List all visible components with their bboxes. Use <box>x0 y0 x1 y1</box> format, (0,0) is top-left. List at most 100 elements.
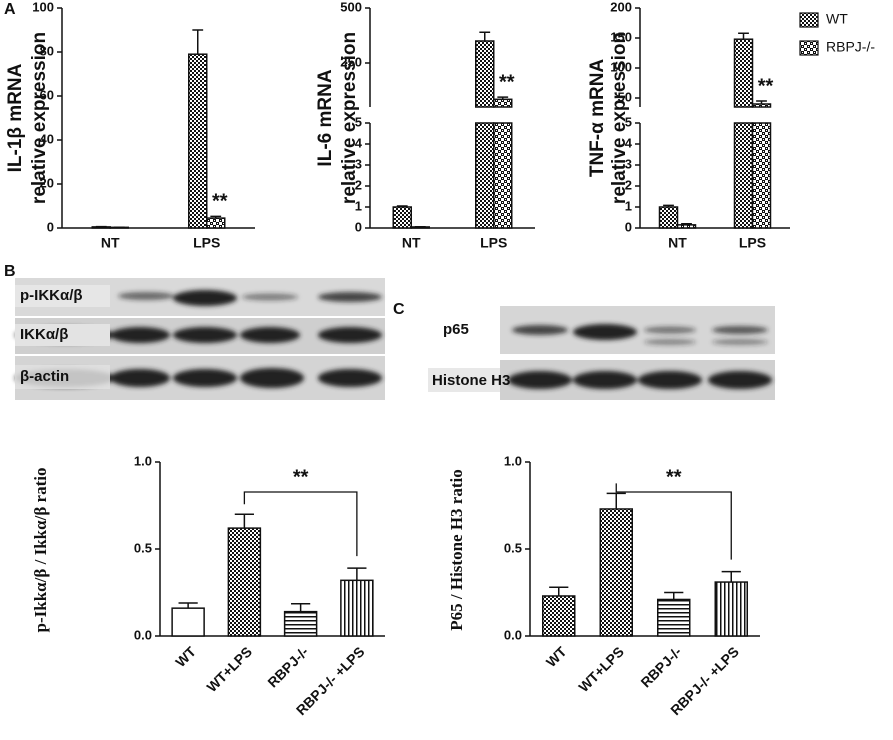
y-tick-label: 3 <box>355 156 362 171</box>
bar <box>188 53 208 229</box>
x-tick-label: LPS <box>739 235 766 251</box>
y-tick-label: 5 <box>625 114 632 129</box>
y-tick-label: 80 <box>40 43 54 58</box>
y-axis-label: IL-6 mRNA <box>315 69 336 166</box>
x-tick-label: NT <box>101 235 120 251</box>
error-bar <box>396 205 408 207</box>
bar <box>392 206 412 229</box>
y-tick-label: 250 <box>340 54 362 69</box>
significance-bracket <box>615 483 732 560</box>
error-bar <box>721 570 741 583</box>
blot-label: Histone H3 <box>432 372 510 389</box>
significance-bracket <box>243 491 358 557</box>
panel-label: A <box>4 1 16 18</box>
panel-label: C <box>393 301 405 318</box>
blot-label: p-IKKα/β <box>20 287 83 304</box>
blot-c <box>500 306 775 400</box>
bar <box>171 607 205 637</box>
x-tick-label: LPS <box>193 235 220 251</box>
bar <box>751 122 772 229</box>
y-tick-label: 0.0 <box>504 627 522 642</box>
y-axis-label: IL-1β mRNA <box>5 63 26 172</box>
legend-label: WT <box>826 11 848 27</box>
y-axis-label: relative expression <box>29 32 50 204</box>
bar <box>475 40 495 108</box>
panel-label: B <box>4 263 16 280</box>
blot-label: IKKα/β <box>20 326 68 343</box>
error-bar <box>606 492 626 509</box>
error-bar <box>479 31 491 41</box>
bar <box>206 217 226 229</box>
bar <box>493 98 513 108</box>
error-bar <box>497 96 509 100</box>
y-tick-label: 60 <box>40 87 54 102</box>
x-tick-label: RBPJ-/- <box>637 643 684 690</box>
error-bar <box>178 602 198 609</box>
y-tick-label: 4 <box>355 135 363 150</box>
y-tick-label: 1.0 <box>504 453 522 468</box>
y-axis-label: relative expression <box>609 32 630 204</box>
bar <box>733 122 754 229</box>
x-tick-label: WT+LPS <box>203 643 255 695</box>
y-tick-label: 2 <box>355 177 362 192</box>
y-tick-label: 3 <box>625 156 632 171</box>
x-tick-label: NT <box>402 235 421 251</box>
y-tick-label: 100 <box>32 0 54 14</box>
y-tick-label: 1 <box>355 198 362 213</box>
bar <box>340 579 374 637</box>
y-tick-label: 500 <box>340 0 362 14</box>
x-tick-label: WT <box>172 643 199 670</box>
bar <box>227 527 262 637</box>
y-tick-label: 1 <box>625 198 632 213</box>
error-bar <box>549 586 569 596</box>
bar <box>599 508 633 637</box>
y-tick-label: 50 <box>618 89 632 104</box>
legend-swatch <box>799 40 819 56</box>
y-tick-label: 40 <box>40 131 54 146</box>
error-bar <box>192 29 204 55</box>
bar <box>733 38 754 108</box>
significance: ** <box>293 466 309 488</box>
bar <box>493 122 513 229</box>
bar <box>475 122 495 229</box>
error-bar <box>738 32 749 40</box>
y-tick-label: 1.0 <box>134 453 152 468</box>
y-axis-label: TNF-α mRNA <box>587 59 608 178</box>
error-bar <box>210 215 222 219</box>
bar <box>676 224 697 229</box>
significance: ** <box>666 466 682 488</box>
blot-b <box>15 278 385 400</box>
y-tick-label: 0 <box>47 219 54 234</box>
error-bar <box>291 603 311 612</box>
y-tick-label: 0 <box>625 219 632 234</box>
y-tick-label: 5 <box>355 114 362 129</box>
bar <box>714 581 748 637</box>
x-tick-label: WT <box>543 643 570 670</box>
y-axis-label: p-Ikkα/β / Ikkα/β ratio <box>31 468 50 633</box>
y-tick-label: 0 <box>355 219 362 234</box>
y-tick-label: 20 <box>40 175 54 190</box>
significance: ** <box>758 75 774 97</box>
blot-label: β-actin <box>20 368 69 385</box>
significance: ** <box>212 191 228 213</box>
legend-label: RBPJ-/- <box>826 39 875 55</box>
y-axis-label: relative expression <box>339 32 360 204</box>
y-tick-label: 4 <box>625 135 633 150</box>
x-tick-label: LPS <box>480 235 507 251</box>
blot-label: p65 <box>443 321 469 338</box>
error-bar <box>664 591 684 600</box>
error-bar <box>234 513 254 529</box>
y-tick-label: 2 <box>625 177 632 192</box>
error-bar <box>347 567 367 581</box>
bar <box>657 598 691 637</box>
y-tick-label: 0.5 <box>504 540 522 555</box>
y-tick-label: 150 <box>610 29 632 44</box>
y-axis-label: P65 / Histone H3 ratio <box>447 469 466 630</box>
bar <box>658 206 679 229</box>
bar <box>751 103 772 108</box>
y-tick-label: 200 <box>610 0 632 14</box>
error-bar <box>663 204 674 207</box>
blot-label-bg <box>428 368 500 392</box>
x-tick-label: NT <box>668 235 687 251</box>
